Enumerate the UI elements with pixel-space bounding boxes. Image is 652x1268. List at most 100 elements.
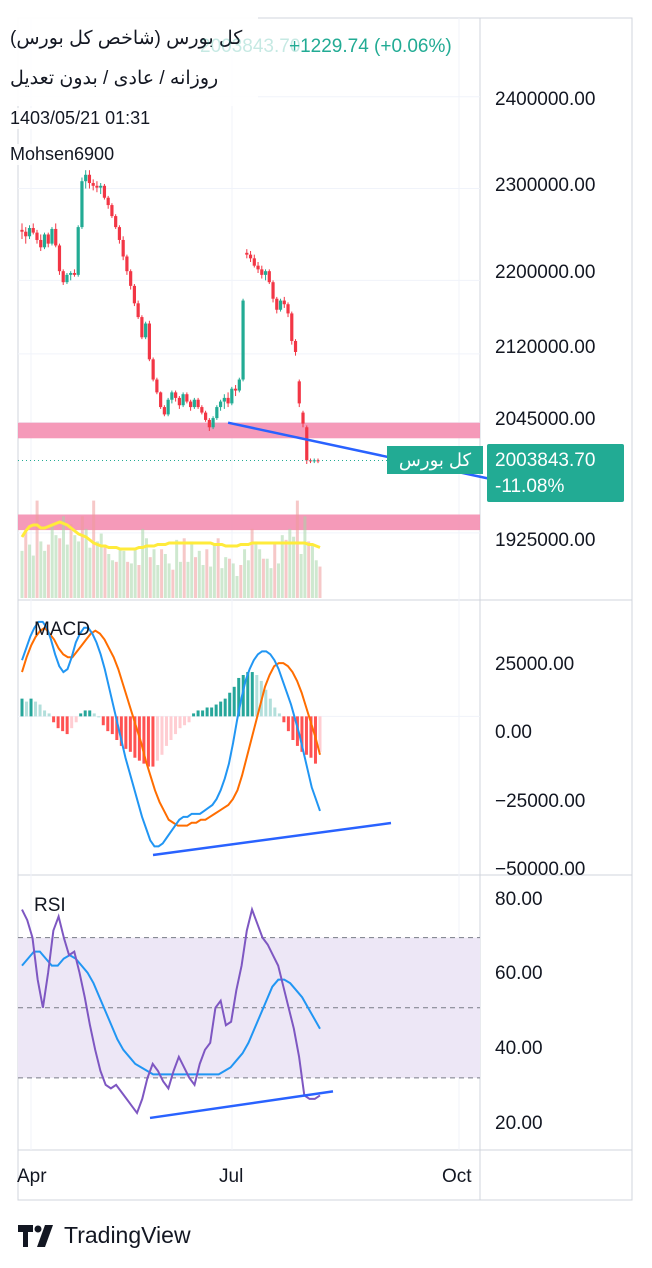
- tradingview-logo[interactable]: TradingView: [18, 1222, 191, 1249]
- price-tick: 2300000.00: [495, 175, 596, 196]
- candle-body: [233, 388, 238, 391]
- macd-histogram-bar: [47, 713, 51, 717]
- macd-histogram-bar: [187, 716, 191, 723]
- candle-body: [252, 258, 256, 266]
- macd-histogram-bar: [169, 716, 173, 740]
- volume-bar: [73, 535, 77, 598]
- support-zone: [18, 422, 480, 439]
- volume-bar: [118, 549, 122, 598]
- candle-body: [76, 227, 80, 275]
- candle-body: [293, 340, 298, 352]
- candle-body: [39, 239, 43, 248]
- volume-bar: [126, 561, 130, 598]
- volume-bar: [28, 544, 32, 598]
- candle-body: [87, 174, 92, 184]
- symbol-price-tag: کل بورس: [387, 446, 483, 474]
- author-name: Mohsen6900: [10, 144, 115, 165]
- volume-bar: [129, 563, 133, 598]
- volume-bar: [310, 544, 314, 598]
- candle-body: [211, 418, 215, 428]
- candle-body: [125, 256, 129, 272]
- candle-body: [174, 392, 178, 398]
- candle-body: [110, 205, 114, 217]
- macd-tick: −50000.00: [495, 859, 586, 875]
- x-axis-label-apr: Apr: [17, 1166, 47, 1187]
- macd-histogram-bar: [264, 689, 268, 717]
- candle-body: [286, 304, 290, 314]
- candle-body: [256, 265, 260, 270]
- volume-bar: [24, 532, 28, 598]
- volume-bar: [175, 539, 179, 598]
- candle-body: [200, 407, 204, 413]
- candle-body: [46, 234, 50, 244]
- volume-bar: [122, 550, 126, 598]
- rsi-line: [21, 906, 321, 1116]
- volume-bar: [84, 528, 88, 598]
- macd-histogram-bar: [291, 716, 295, 740]
- price-trendline: [227, 421, 532, 489]
- volume-bar: [61, 516, 65, 598]
- macd-histogram-bar: [128, 716, 132, 752]
- macd-histogram-bar: [160, 716, 164, 755]
- volume-bar: [152, 549, 156, 598]
- volume-bar: [314, 560, 318, 598]
- volume-bar: [284, 539, 288, 598]
- macd-histogram-bar: [38, 704, 42, 717]
- volume-bar: [227, 558, 231, 598]
- volume-bar: [186, 561, 190, 598]
- rsi-tick: 20.00: [495, 1113, 543, 1134]
- volume-bar: [144, 538, 148, 598]
- volume-bar: [182, 538, 186, 598]
- rsi-trendline: [149, 1090, 334, 1120]
- chart-frame: [17, 17, 633, 1201]
- macd-histogram-bar: [65, 716, 69, 735]
- macd-histogram-bar: [43, 710, 47, 717]
- macd-line: [21, 620, 321, 848]
- volume-bar: [137, 565, 141, 598]
- volume-bar: [205, 549, 209, 598]
- volume-bar: [107, 554, 111, 598]
- candle-body: [129, 271, 133, 286]
- candle-body: [42, 234, 47, 248]
- volume-bar: [273, 543, 277, 598]
- price-tick: 2200000.00: [495, 262, 596, 283]
- macd-histogram-bar: [282, 716, 286, 723]
- macd-histogram-bar: [174, 716, 178, 735]
- candle-body: [290, 313, 294, 341]
- rsi-tick: 40.00: [495, 1038, 543, 1059]
- candle-body: [140, 317, 144, 338]
- macd-histogram-bar: [219, 701, 223, 717]
- volume-bar: [261, 558, 265, 598]
- candle-body: [151, 359, 155, 380]
- macd-histogram-bar: [304, 716, 308, 755]
- volume-bar: [190, 541, 194, 598]
- last-price: 2003843.70: [495, 450, 596, 471]
- macd-histogram-bar: [223, 698, 227, 717]
- candle-body: [99, 185, 103, 188]
- volume-bar: [156, 565, 160, 598]
- candle-body: [271, 282, 275, 299]
- rsi-tick: 60.00: [495, 963, 543, 984]
- volume-bar: [216, 538, 220, 598]
- candle-body: [24, 231, 28, 237]
- candle-body: [192, 399, 196, 408]
- macd-histogram-bar: [25, 701, 29, 717]
- macd-histogram-bar: [237, 677, 241, 717]
- volume-bar: [246, 560, 250, 598]
- volume-bar: [103, 544, 107, 598]
- candle-body: [177, 397, 181, 406]
- candle-body: [203, 412, 208, 420]
- candle-body: [305, 427, 309, 461]
- volume-bar: [201, 565, 205, 598]
- volume-bar: [50, 525, 54, 598]
- macd-histogram-bar: [106, 716, 110, 732]
- legend-box: کل بورس (شاخص کل بورس) روزانه / عادی / ب…: [0, 14, 258, 106]
- volume-bar: [167, 563, 171, 598]
- candle-body: [121, 239, 125, 257]
- macd-histogram-bar: [250, 672, 254, 717]
- volume-bar: [299, 554, 303, 598]
- volume-bar: [65, 544, 69, 598]
- macd-histogram-bar: [228, 692, 232, 717]
- volume-bar: [114, 561, 118, 598]
